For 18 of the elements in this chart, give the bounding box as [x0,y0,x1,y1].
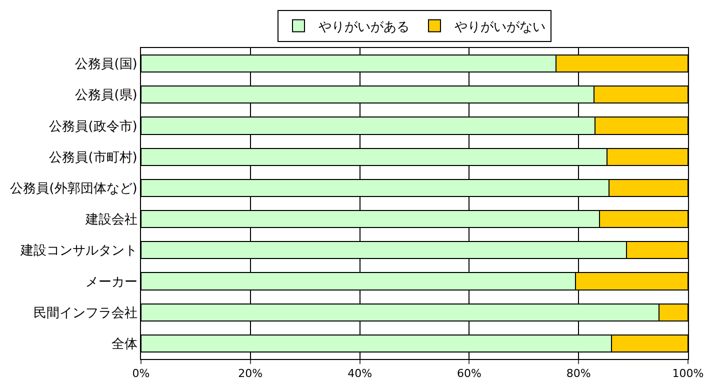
y-tick-label: 全体 [111,337,138,352]
x-tick-label: 60% [456,367,482,380]
x-tick-label: 0% [132,367,150,380]
y-tick-label: 建設会社 [84,212,138,228]
legend-label: やりがいがある [318,20,410,35]
y-tick-label: メーカー [85,274,138,290]
y-tick-label: 公務員(外郭団体など) [10,182,138,196]
y-tick-label: 公務員(市町村) [49,150,138,166]
x-tick-label: 100% [672,367,704,380]
y-tick-label: 民間インフラ会社 [33,306,138,321]
y-tick-label: 公務員(国) [75,57,138,72]
y-tick-label: 建設コンサルタント [19,244,138,259]
y-tick-label: 公務員(県) [75,88,138,104]
x-tick-label: 20% [238,367,263,380]
y-tick-label: 公務員(政令市) [49,119,138,134]
legend-label: やりがいがない [454,20,546,35]
x-tick-label: 80% [566,367,591,380]
x-tick-label: 40% [348,367,372,380]
